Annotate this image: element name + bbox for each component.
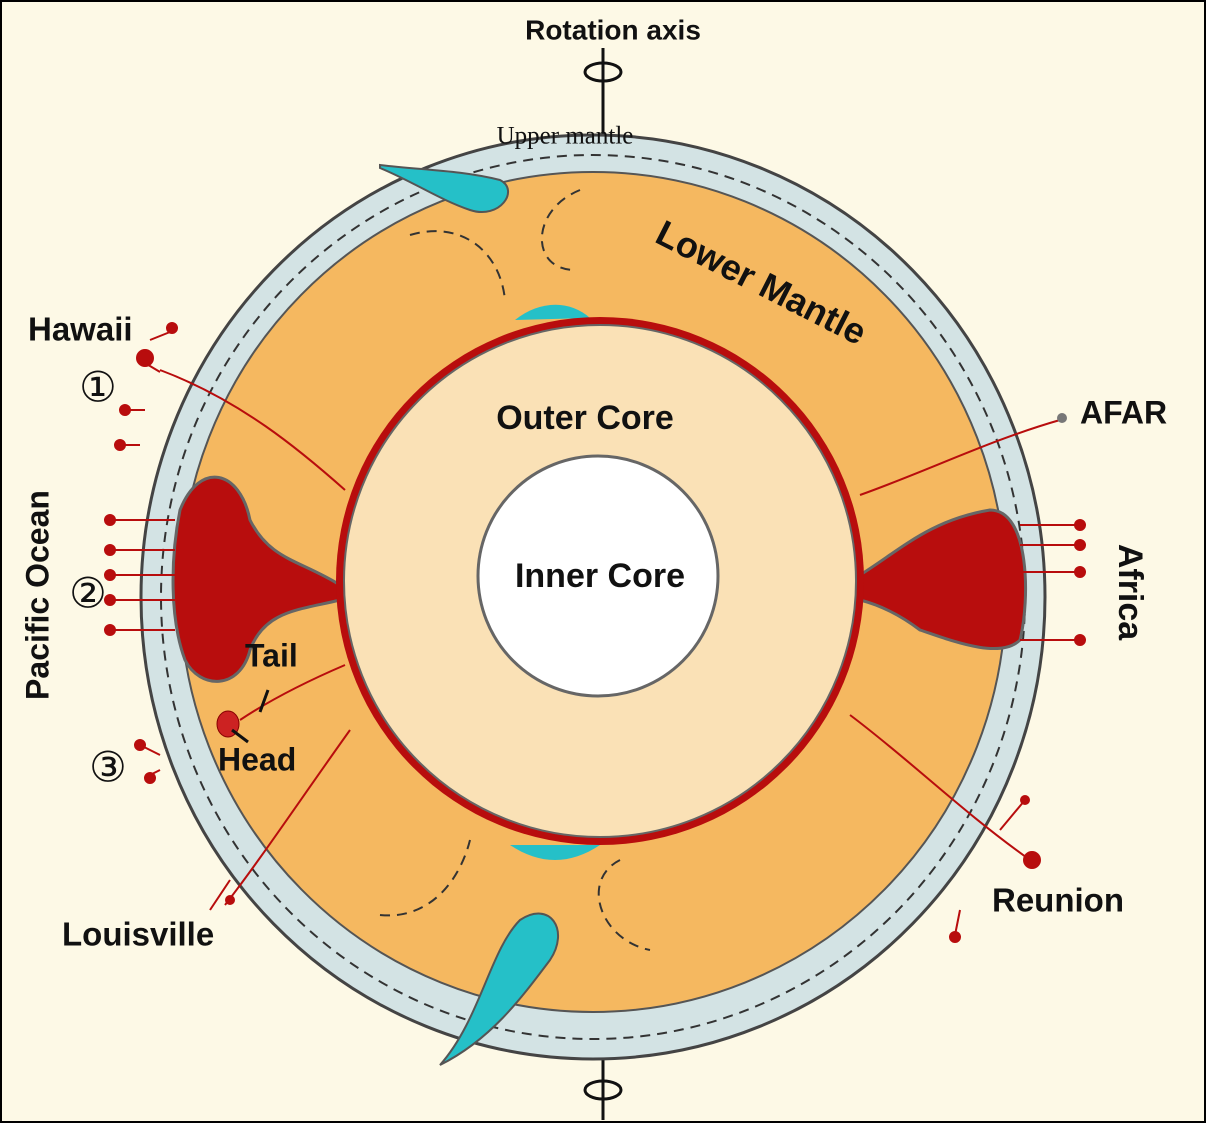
label-tail: Tail [245,637,298,673]
label-upper-mantle: Upper mantle [497,123,634,150]
label-reunion: Reunion [992,882,1124,919]
label-pacific-ocean: Pacific Ocean [19,490,55,700]
label-head: Head [218,741,296,777]
label-africa: Africa [1111,544,1149,641]
label-marker: ① [79,366,117,412]
label-afar: AFAR [1080,394,1167,430]
label-louisville: Louisville [62,916,214,953]
label-marker: ② [69,572,107,618]
label-hawaii: Hawaii [28,311,133,348]
label-marker: ③ [89,746,127,792]
afar-point [1057,413,1067,423]
label-outer-core: Outer Core [496,399,674,437]
diagram: Rotation axis Upper mantle Lower Mantle … [0,0,1207,1124]
label-inner-core: Inner Core [515,557,685,595]
label-rotation-axis: Rotation axis [525,14,701,45]
